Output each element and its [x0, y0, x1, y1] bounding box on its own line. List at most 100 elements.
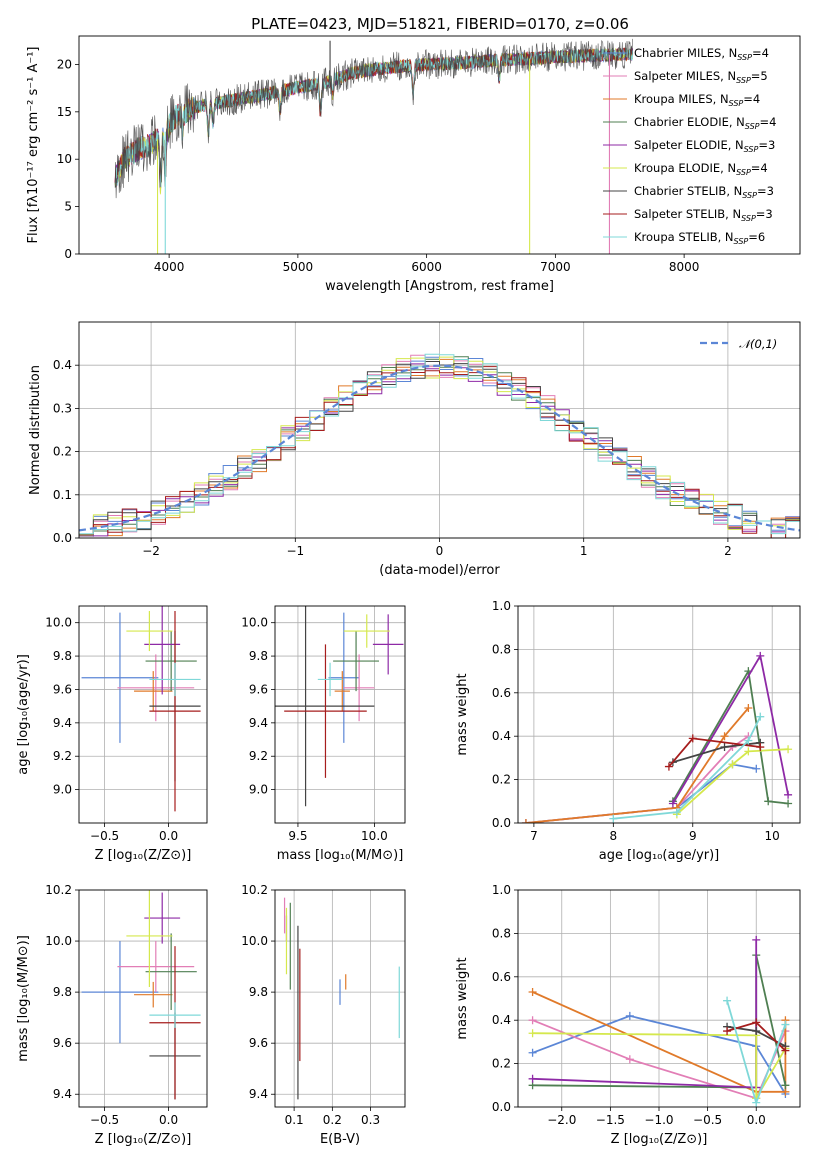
x-tick-label: 4000	[154, 260, 185, 274]
x-tick-label: −1.0	[644, 1113, 673, 1127]
weight-marker-kroupa-stelib	[672, 808, 681, 817]
weight-marker-kroupa-miles	[720, 732, 729, 741]
y-tick-label: 10	[57, 152, 72, 166]
weight-marker-kroupa-stelib	[609, 814, 618, 823]
grid-weight-vs-Z	[518, 889, 800, 1108]
weight-marker-chabrier-miles	[752, 764, 761, 773]
y-tick-label: 0.8	[492, 642, 511, 656]
weight-marker-chabrier-stelib	[752, 1027, 761, 1036]
y-tick-label: 9.2	[53, 749, 72, 763]
y-tick-label: 0.2	[53, 445, 72, 459]
error-bar-salpeter-miles	[117, 654, 195, 722]
weight-marker-chabrier-elodie	[784, 799, 793, 808]
weight-marker-salpeter-stelib	[781, 1046, 790, 1055]
panel-spectrum: 4000 5000 6000 7000 8000 0 5 10 15 20 wavelength […	[26, 35, 801, 294]
weight-marker-salpeter-miles	[625, 1055, 634, 1064]
x-tick-label: −0.5	[90, 829, 119, 843]
x-tick-label: 9	[689, 829, 697, 843]
y-tick-label: 20	[57, 57, 72, 71]
y-axis-label: Flux [fλ10⁻¹⁷ erg cm⁻² s⁻¹ A⁻¹]	[26, 47, 41, 244]
legend-label-salpeter-miles: Salpeter MILES, NSSP=5	[634, 69, 768, 85]
weight-marker-kroupa-elodie	[784, 745, 793, 754]
x-axis-label: Z [log₁₀(Z/Z⊙)]	[95, 848, 192, 863]
gaussian-curve	[79, 364, 800, 532]
weight-marker-kroupa-elodie	[528, 1029, 537, 1038]
weight-marker-salpeter-miles	[528, 1016, 537, 1025]
x-tick-label: 0.0	[159, 1113, 178, 1127]
weight-marker-kroupa-miles	[744, 703, 753, 712]
x-axis-label: (data-model)/error	[379, 563, 500, 578]
x-tick-label: 10.0	[361, 829, 388, 843]
panel-age-vs-Z: −0.5 0.0 9.0 9.2 9.4 9.6 9.8 10.0 Z [log₁₀(Z/Z⊙)…	[16, 605, 208, 863]
weight-marker-kroupa-miles	[521, 819, 530, 823]
y-tick-label: 0.2	[492, 773, 511, 787]
x-tick-label: 0.0	[747, 1113, 766, 1127]
y-tick-label: 10.2	[241, 883, 268, 897]
weight-marker-chabrier-elodie	[764, 797, 773, 806]
y-axis-label: mass weight	[455, 957, 470, 1039]
y-axis-label: mass [log₁₀(M/M⊙)]	[16, 935, 31, 1062]
panel-residuals: −2 −1 0 1 2 0.0 0.1 0.2 0.3 0.4 (data-model)/error…	[28, 321, 801, 578]
legend-label-salpeter-stelib: Salpeter STELIB, NSSP=3	[634, 207, 773, 223]
weight-marker-chabrier-miles	[625, 1011, 634, 1020]
weight-marker-chabrier-miles	[528, 1048, 537, 1057]
plot-area-spectrum	[114, 38, 634, 254]
plot-area-mass-vs-EBV	[283, 897, 400, 1100]
x-tick-label: 7	[530, 829, 538, 843]
legend-label-kroupa-stelib: Kroupa STELIB, NSSP=6	[634, 230, 765, 246]
error-bar-chabrier-elodie	[333, 631, 379, 692]
axes-frame	[78, 605, 208, 824]
y-tick-label: 9.8	[53, 649, 72, 663]
weight-line-kroupa-stelib	[613, 716, 762, 820]
y-tick-label: 0.3	[53, 401, 72, 415]
weight-marker-salpeter-stelib	[664, 762, 673, 771]
weight-line-kroupa-miles	[532, 991, 787, 1093]
legend-label-chabrier-stelib: Chabrier STELIB, NSSP=3	[634, 184, 774, 200]
grid-age-vs-mass	[275, 606, 405, 823]
weight-marker-salpeter-elodie	[752, 935, 761, 944]
weight-line-kroupa-miles	[525, 707, 750, 823]
error-bar-kroupa-miles	[134, 981, 173, 1008]
histogram-kroupa-stelib	[79, 353, 800, 538]
y-tick-label: 0.6	[492, 970, 511, 984]
legend-label-kroupa-elodie: Kroupa ELODIE, NSSP=4	[634, 161, 768, 177]
weight-marker-kroupa-stelib	[752, 1098, 761, 1107]
x-axis-label: Z [log₁₀(Z/Z⊙)]	[611, 1132, 708, 1147]
grid-age-vs-Z	[79, 606, 207, 823]
plot-area-residuals	[79, 353, 800, 538]
x-tick-label: −0.5	[693, 1113, 722, 1127]
y-tick-label: 9.2	[249, 749, 268, 763]
weight-line-kroupa-elodie	[676, 748, 789, 815]
y-tick-label: 9.8	[249, 985, 268, 999]
y-tick-label: 9.4	[53, 1087, 72, 1101]
y-tick-label: 0.4	[53, 358, 72, 372]
y-tick-label: 0.2	[492, 1057, 511, 1071]
axes-frame	[274, 889, 406, 1108]
weight-line-salpeter-elodie	[532, 939, 758, 1089]
plot-area-weight-vs-Z	[528, 935, 790, 1107]
y-tick-label: 9.4	[249, 1087, 268, 1101]
error-bar-chabrier-miles	[81, 612, 159, 743]
error-bar-salpeter-elodie	[372, 614, 404, 675]
error-bar-kroupa-stelib	[149, 1002, 201, 1028]
error-bar-chabrier-miles	[81, 941, 159, 1044]
y-tick-label: 0.8	[492, 926, 511, 940]
error-bar-kroupa-stelib	[317, 662, 343, 697]
x-tick-label: 9.5	[288, 829, 307, 843]
y-tick-label: 9.0	[53, 783, 72, 797]
legend-label-kroupa-miles: Kroupa MILES, NSSP=4	[634, 92, 760, 108]
plot-area-mass-vs-Z	[81, 890, 201, 1100]
panel-mass-vs-EBV: 0.1 0.2 0.3 9.4 9.6 9.8 10.0 10.2 E(B-V)	[241, 883, 406, 1147]
error-bar-chabrier-elodie	[145, 933, 197, 1010]
weight-marker-salpeter-elodie	[756, 651, 765, 660]
x-tick-label: 0.3	[361, 1113, 380, 1127]
x-tick-label: 8	[610, 829, 618, 843]
weight-marker-chabrier-elodie	[781, 1081, 790, 1090]
x-tick-label: 6000	[411, 260, 442, 274]
x-tick-label: 0.2	[323, 1113, 342, 1127]
y-tick-label: 10.0	[241, 934, 268, 948]
grid-weight-vs-age	[518, 605, 800, 824]
y-tick-label: 9.8	[249, 649, 268, 663]
weight-marker-salpeter-elodie	[784, 790, 793, 799]
error-bar-kroupa-elodie	[126, 611, 173, 652]
